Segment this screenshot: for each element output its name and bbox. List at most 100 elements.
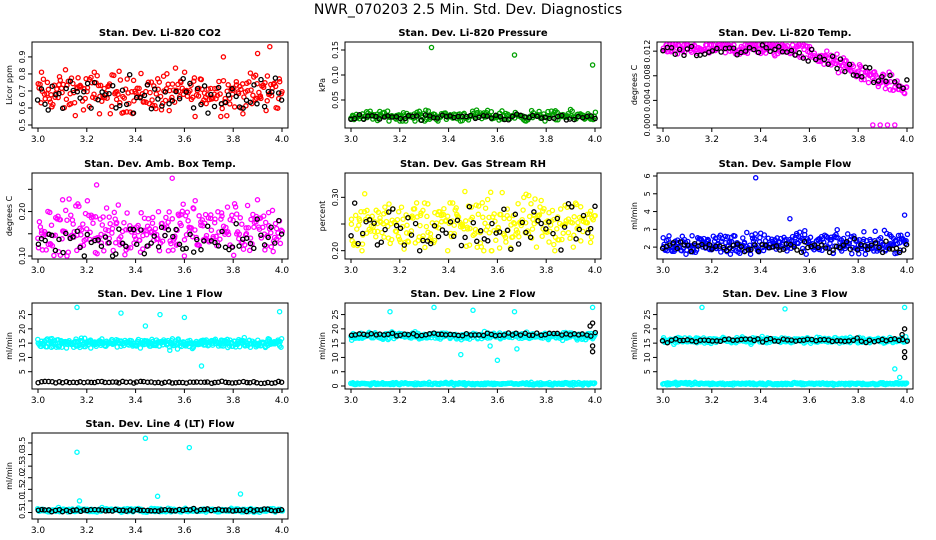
data-point xyxy=(241,334,248,341)
data-point xyxy=(818,242,825,248)
data-point xyxy=(538,197,544,204)
data-point xyxy=(272,240,278,246)
data-point xyxy=(203,100,209,107)
data-point xyxy=(755,246,761,252)
data-point xyxy=(374,228,381,235)
outlier-point xyxy=(74,304,80,311)
x-tick-label: 4.0 xyxy=(275,266,290,276)
data-point xyxy=(136,85,142,92)
data-point xyxy=(269,207,276,214)
data-point xyxy=(153,91,160,97)
x-tick-label: 4.0 xyxy=(900,396,915,406)
outlier-point xyxy=(276,308,283,315)
data-point xyxy=(435,233,442,240)
data-point xyxy=(871,69,878,75)
data-point xyxy=(817,54,823,60)
y-tick-label: 0.5 xyxy=(18,506,27,519)
y-tick-label: 15 xyxy=(18,338,27,348)
data-point xyxy=(876,244,882,251)
data-point xyxy=(855,242,862,248)
outlier-point xyxy=(899,331,905,338)
data-point xyxy=(134,506,141,513)
outlier-point xyxy=(74,449,80,455)
data-point xyxy=(84,80,91,87)
data-point xyxy=(677,337,683,344)
data-point xyxy=(578,238,584,244)
data-point xyxy=(416,108,423,115)
data-point xyxy=(34,97,41,103)
data-point xyxy=(383,209,390,215)
data-point xyxy=(864,246,871,253)
data-point xyxy=(39,506,45,513)
data-point xyxy=(141,92,148,99)
x-tick-label: 3.2 xyxy=(80,526,94,536)
x-tick-label: 3.8 xyxy=(226,135,241,145)
data-point xyxy=(484,223,491,230)
data-point xyxy=(536,212,543,218)
data-point xyxy=(94,250,100,257)
data-point xyxy=(375,209,382,216)
plot-frame xyxy=(344,41,602,129)
data-point xyxy=(577,204,584,210)
data-point xyxy=(205,110,211,116)
data-point xyxy=(111,72,117,79)
data-point xyxy=(755,336,761,342)
data-point xyxy=(858,76,865,83)
data-point xyxy=(149,97,155,103)
outlier-point xyxy=(387,308,393,315)
data-point xyxy=(775,338,782,344)
y-tick-label: 1.5 xyxy=(18,483,27,496)
data-point xyxy=(233,507,239,514)
data-point xyxy=(395,209,402,215)
data-point xyxy=(216,78,222,85)
data-point xyxy=(427,240,434,247)
data-point xyxy=(454,217,461,223)
data-point xyxy=(854,247,861,253)
data-point xyxy=(85,379,91,385)
x-tick-label: 3.0 xyxy=(656,266,671,276)
data-point xyxy=(520,207,526,213)
data-point xyxy=(730,45,737,51)
data-point xyxy=(424,213,430,220)
data-point xyxy=(479,200,486,206)
data-point xyxy=(752,242,758,248)
data-point xyxy=(702,244,709,250)
chart-panel: Stan. Dev. Gas Stream RH 3.0 3.2 3.4 3.6 3.8 4… xyxy=(318,159,602,276)
y-tick-label: 15 xyxy=(643,338,652,348)
data-point xyxy=(854,335,860,341)
data-point xyxy=(257,93,264,99)
data-point xyxy=(824,380,830,387)
data-point xyxy=(517,332,524,338)
data-point xyxy=(843,238,850,245)
data-point xyxy=(77,244,83,251)
data-point xyxy=(246,247,253,254)
data-point xyxy=(110,247,116,254)
x-tick-label: 4.0 xyxy=(900,135,915,145)
data-point xyxy=(138,70,144,77)
data-point xyxy=(731,42,737,48)
data-point xyxy=(552,247,558,254)
data-point xyxy=(106,214,112,220)
data-point xyxy=(264,73,271,79)
data-point xyxy=(99,89,105,95)
data-point xyxy=(218,216,224,222)
x-tick-label: 3.2 xyxy=(393,396,407,406)
data-point xyxy=(534,330,540,336)
data-point xyxy=(734,52,740,58)
data-point xyxy=(274,105,281,111)
data-point xyxy=(166,507,173,513)
data-point xyxy=(169,97,176,104)
y-tick-label: 5 xyxy=(18,369,27,374)
data-point xyxy=(509,113,516,120)
data-point xyxy=(277,240,284,247)
outlier-point xyxy=(892,122,898,128)
data-point xyxy=(388,236,395,243)
x-tick-label: 3.8 xyxy=(851,135,866,145)
data-point xyxy=(124,210,130,216)
data-point xyxy=(169,380,176,386)
data-point xyxy=(807,234,814,241)
data-point xyxy=(585,230,591,236)
data-point xyxy=(83,226,90,232)
data-point xyxy=(208,227,215,233)
data-point xyxy=(217,91,223,97)
